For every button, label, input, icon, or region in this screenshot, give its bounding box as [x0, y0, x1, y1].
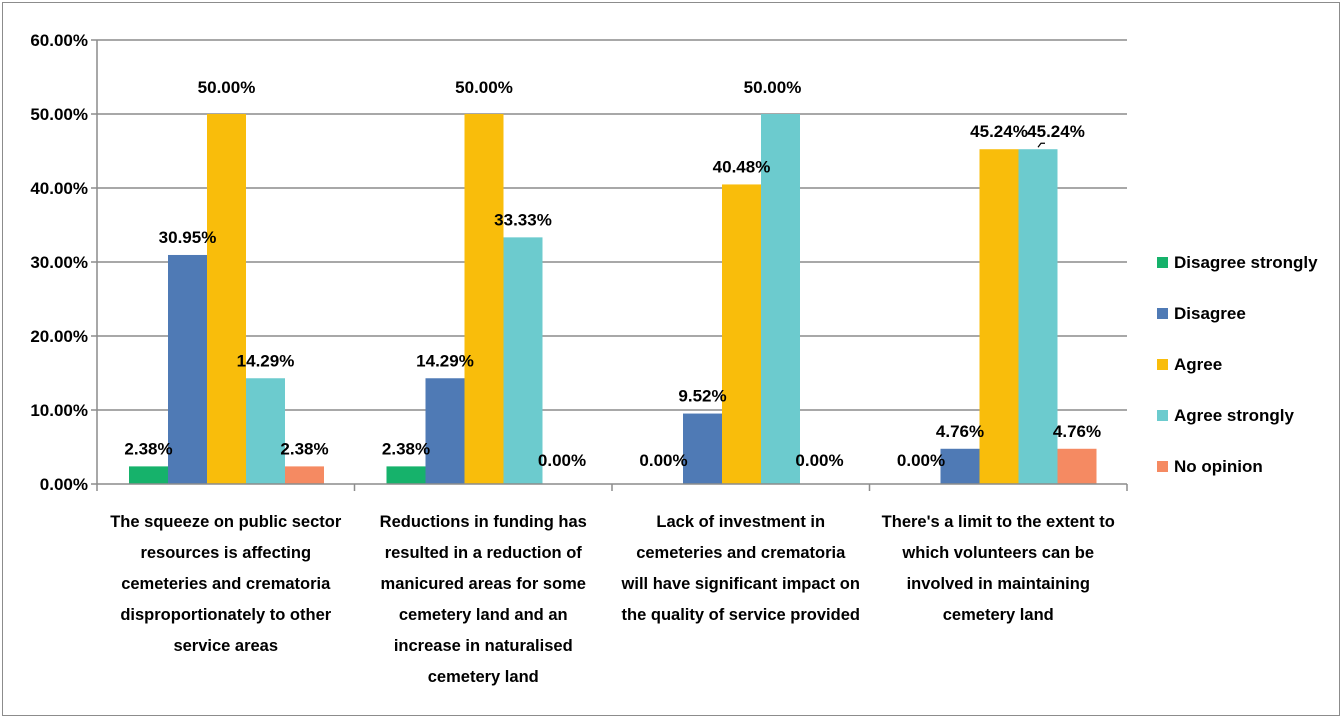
- category-label-line: which volunteers can be: [901, 544, 1094, 562]
- bar: [940, 448, 980, 484]
- bar: [207, 114, 246, 484]
- category-label-line: cemetery land: [943, 606, 1054, 624]
- category-label-line: cemeteries and crematoria: [121, 575, 331, 593]
- bar: [386, 466, 426, 484]
- category-label-line: cemetery land and an: [399, 606, 568, 624]
- bar: [168, 254, 207, 484]
- category-label-line: manicured areas for some: [381, 575, 586, 593]
- data-label: 40.48%: [713, 157, 771, 176]
- bar: [246, 378, 285, 484]
- data-label: 0.00%: [897, 451, 945, 470]
- bar: [464, 114, 504, 484]
- legend-item: No opinion: [1157, 456, 1318, 477]
- legend-swatch: [1157, 308, 1168, 319]
- category-label-line: the quality of service provided: [622, 606, 860, 624]
- bar: [285, 466, 324, 484]
- data-label: 50.00%: [198, 78, 256, 97]
- data-label: 30.95%: [159, 228, 217, 247]
- y-tick-label: 0.00%: [40, 475, 88, 494]
- y-tick-label: 30.00%: [30, 253, 88, 272]
- y-tick-label: 10.00%: [30, 401, 88, 420]
- data-label: 2.38%: [382, 439, 430, 458]
- data-label: 0.00%: [795, 451, 843, 470]
- category-label-line: resources is affecting: [140, 544, 311, 562]
- data-label: 2.38%: [280, 439, 328, 458]
- legend-label: No opinion: [1174, 456, 1263, 476]
- category-label-line: involved in maintaining: [907, 575, 1090, 593]
- data-label: 2.38%: [124, 439, 172, 458]
- category-label-line: Lack of investment in: [656, 513, 825, 531]
- legend-label: Disagree strongly: [1174, 252, 1318, 272]
- category-label: Reductions in funding has resulted in a r…: [380, 513, 587, 686]
- category-label: The squeeze on public sector resources is…: [110, 513, 342, 655]
- legend-swatch: [1157, 410, 1168, 421]
- bar: [503, 237, 543, 484]
- legend-swatch: [1157, 257, 1168, 268]
- legend-item: Disagree strongly: [1157, 252, 1318, 273]
- category-label-line: cemeteries and crematoria: [636, 544, 846, 562]
- bar: [1018, 149, 1058, 484]
- data-label: 14.29%: [416, 351, 474, 370]
- category-label-line: will have significant impact on: [621, 575, 860, 593]
- category-label: There's a limit to the extent to which vo…: [882, 513, 1115, 624]
- y-tick-label: 40.00%: [30, 179, 88, 198]
- data-label: 0.00%: [538, 451, 586, 470]
- y-tick-label: 60.00%: [30, 31, 88, 50]
- data-label: 33.33%: [494, 210, 552, 229]
- category-label-line: disproportionately to other: [120, 606, 331, 624]
- bars: [129, 114, 1097, 484]
- legend-swatch: [1157, 461, 1168, 472]
- category-label-line: cemetery land: [428, 668, 539, 686]
- category-label-line: There's a limit to the extent to: [882, 513, 1115, 531]
- y-tick-label: 50.00%: [30, 105, 88, 124]
- legend-label: Agree strongly: [1174, 405, 1294, 425]
- data-label: 50.00%: [455, 78, 513, 97]
- axes: 0.00% 10.00% 20.00% 30.00% 40.00% 50.00% 60.00…: [30, 31, 1128, 686]
- bar: [761, 114, 800, 484]
- data-label: 4.76%: [1053, 422, 1101, 441]
- data-label: 45.24%: [1027, 122, 1085, 141]
- legend-item: Agree strongly: [1157, 405, 1318, 426]
- bar: [129, 466, 168, 484]
- y-tick-label: 20.00%: [30, 327, 88, 346]
- bar: [722, 184, 761, 484]
- data-label: 14.29%: [237, 351, 295, 370]
- category-label-line: increase in naturalised: [394, 637, 573, 655]
- data-label: 50.00%: [744, 78, 802, 97]
- category-label-line: service areas: [173, 637, 278, 655]
- bar: [683, 413, 722, 484]
- legend-swatch: [1157, 359, 1168, 370]
- data-label: 0.00%: [639, 451, 687, 470]
- bar: [1057, 448, 1097, 484]
- legend-label: Agree: [1174, 354, 1223, 374]
- legend-item: Agree: [1157, 354, 1318, 375]
- data-labels: 2.38% 2.38% 0.00% 0.00% 30.95% 14.29% 9.52% 4.7…: [124, 78, 1101, 470]
- category-label-line: The squeeze on public sector: [110, 513, 342, 531]
- category-label-line: resulted in a reduction of: [385, 544, 583, 562]
- bar: [979, 149, 1019, 484]
- data-label: 9.52%: [678, 387, 726, 406]
- data-label: 4.76%: [936, 422, 984, 441]
- legend-label: Disagree: [1174, 303, 1246, 323]
- label-leader-line: [1037, 142, 1045, 148]
- legend-item: Disagree: [1157, 303, 1318, 324]
- category-label: Lack of investment in cemeteries and crem…: [621, 513, 860, 624]
- bar: [425, 378, 465, 484]
- legend: Disagree strongly Disagree Agree Agree stro…: [1157, 252, 1318, 507]
- data-label: 45.24%: [970, 122, 1028, 141]
- category-label-line: Reductions in funding has: [380, 513, 587, 531]
